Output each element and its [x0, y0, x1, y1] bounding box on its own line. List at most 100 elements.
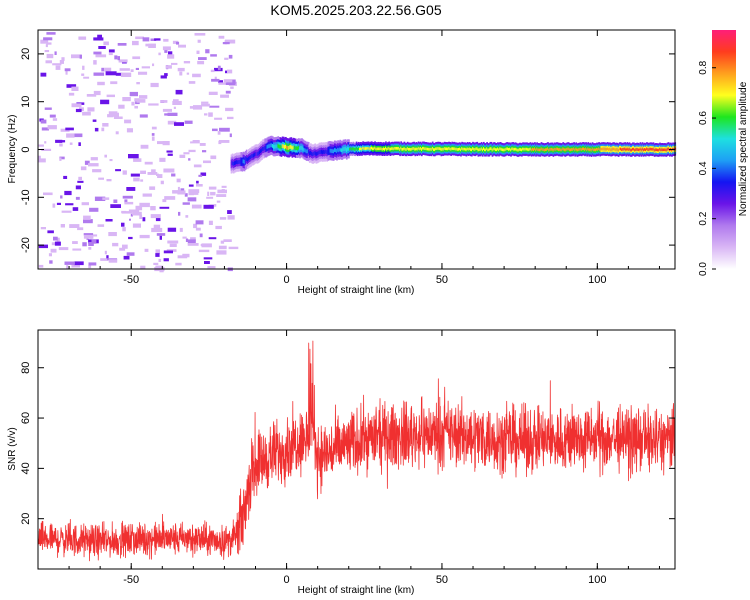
- spectrogram-ridge-cell: [502, 148, 505, 152]
- spectrogram-noise-cell: [204, 261, 210, 264]
- spectrogram-ridge-cell: [260, 149, 262, 154]
- spectrogram-noise-cell: [135, 36, 144, 40]
- spectrogram-ridge-cell: [506, 147, 509, 151]
- spectrogram-ridge-cell: [559, 148, 561, 151]
- x-tick-label: 0: [284, 574, 290, 586]
- spectrogram-ridge-cell: [243, 159, 246, 164]
- spectrogram-noise-cell: [198, 249, 210, 253]
- spectrogram-noise-cell: [59, 157, 62, 161]
- spectrogram-noise-cell: [88, 163, 99, 167]
- spectrogram-ridge-cell: [665, 148, 668, 152]
- spectrogram-noise-cell: [72, 207, 79, 211]
- spectrogram-ridge-cell: [347, 146, 349, 151]
- spectrogram-noise-cell: [206, 196, 214, 199]
- spectrogram-noise-cell: [228, 246, 239, 250]
- spectrogram-ridge-cell: [512, 147, 515, 151]
- spectrogram-ridge-cell: [276, 144, 279, 149]
- spectrogram-noise-cell: [189, 106, 197, 109]
- spectrogram-ridge-cell: [353, 147, 356, 151]
- spectrogram-noise-cell: [139, 214, 143, 219]
- spectrogram-noise-cell: [218, 80, 223, 83]
- spectrogram-ridge-cell: [255, 151, 258, 156]
- spectrogram-ridge-cell: [555, 147, 558, 151]
- spectrogram-ridge-cell: [264, 146, 267, 150]
- spectrogram-ridge-cell: [467, 147, 470, 151]
- spectrogram-ridge-cell: [301, 145, 304, 150]
- spectrogram-noise-cell: [225, 39, 236, 44]
- spectrogram-noise-cell: [197, 60, 205, 65]
- spectrogram-noise-cell: [44, 50, 50, 53]
- colorbar-tick-label: 0.2: [698, 211, 709, 225]
- spectrogram-noise-cell: [101, 127, 105, 132]
- spectrogram-noise-cell: [210, 54, 217, 57]
- spectrogram-noise-cell: [192, 73, 201, 78]
- spectrogram-ridge-cell: [614, 148, 617, 152]
- spectrogram-y-label: Frequency (Hz): [7, 115, 18, 184]
- spectrogram-ridge-cell: [322, 150, 324, 155]
- spectrogram-ridge-cell: [237, 160, 239, 165]
- spectrogram-noise-cell: [167, 153, 173, 156]
- snr-frame: [37, 329, 676, 570]
- spectrogram-noise-cell: [89, 207, 99, 212]
- spectrogram-ridge-cell: [326, 150, 329, 155]
- spectrogram-noise-cell: [216, 200, 221, 203]
- spectrogram-ridge-cell: [513, 148, 516, 151]
- spectrogram-ridge-cell: [296, 146, 299, 151]
- spectrogram-noise-cell: [177, 186, 180, 192]
- spectrogram-noise-cell: [150, 214, 161, 219]
- spectrogram-ridge-cell: [362, 146, 364, 150]
- spectrogram-ridge-cell: [311, 151, 313, 156]
- spectrogram-ridge-cell: [474, 148, 476, 151]
- spectrogram-ridge-cell: [640, 148, 643, 152]
- spectrogram-ridge-cell: [562, 147, 565, 151]
- spectrogram-ridge-cell: [386, 147, 388, 151]
- spectrogram-ridge-cell: [251, 154, 254, 158]
- spectrogram-ridge-cell: [273, 144, 275, 149]
- spectrogram-noise-cell: [191, 204, 202, 209]
- spectrogram-noise-cell: [135, 67, 139, 70]
- spectrogram-noise-cell: [75, 108, 82, 113]
- spectrogram-noise-cell: [77, 227, 84, 231]
- spectrogram-noise-cell: [65, 70, 68, 75]
- spectrogram-noise-cell: [166, 150, 173, 153]
- spectrogram-ridge-cell: [425, 147, 428, 151]
- spectrogram-ridge-cell: [313, 151, 315, 156]
- spectrogram-ridge-cell: [286, 145, 288, 150]
- spectrogram-ridge-cell: [308, 151, 311, 156]
- spectrogram-ridge-cell: [268, 144, 271, 148]
- spectrogram-noise-cell: [176, 178, 181, 183]
- spectrogram-ridge-cell: [604, 147, 607, 151]
- spectrogram-noise-cell: [98, 177, 104, 180]
- spectrogram-ridge-cell: [302, 147, 305, 151]
- spectrogram-ridge-cell: [410, 148, 412, 151]
- spectrogram-noise-cell: [167, 112, 178, 116]
- spectrogram-noise-cell: [130, 69, 134, 72]
- spectrogram-noise-cell: [97, 81, 105, 86]
- spectrogram-ridge-cell: [560, 148, 562, 152]
- spectrogram-ridge-cell: [456, 148, 459, 151]
- spectrogram-noise-cell: [182, 236, 187, 239]
- spectrogram-ridge-cell: [339, 147, 342, 152]
- spectrogram-noise-cell: [216, 194, 227, 197]
- spectrogram-noise-cell: [163, 250, 173, 254]
- spectrogram-noise-cell: [163, 258, 169, 262]
- snr-series-line: [37, 340, 676, 562]
- spectrogram-ridge-cell: [581, 147, 584, 151]
- spectrogram-ridge-cell: [573, 147, 575, 151]
- x-tick-label: -50: [123, 574, 139, 586]
- spectrogram-noise-cell: [80, 166, 87, 171]
- spectrogram-noise-cell: [75, 185, 81, 190]
- spectrogram-ridge-cell: [484, 148, 486, 152]
- spectrogram-ridge-cell: [379, 147, 382, 150]
- spectrogram-ridge-cell: [556, 147, 559, 151]
- spectrogram-ridge-cell: [291, 146, 294, 151]
- spectrogram-ridge-cell: [318, 150, 321, 155]
- spectrogram-ridge-cell: [583, 147, 585, 151]
- spectrogram-ridge-cell: [397, 147, 399, 150]
- spectrogram-noise-cell: [93, 90, 101, 96]
- spectrogram-noise-cell: [163, 168, 175, 173]
- spectrogram-noise-cell: [108, 53, 113, 56]
- spectrogram-ridge-cell: [528, 148, 531, 151]
- spectrogram-noise-cell: [178, 44, 186, 48]
- spectrogram-ridge-cell: [623, 147, 625, 151]
